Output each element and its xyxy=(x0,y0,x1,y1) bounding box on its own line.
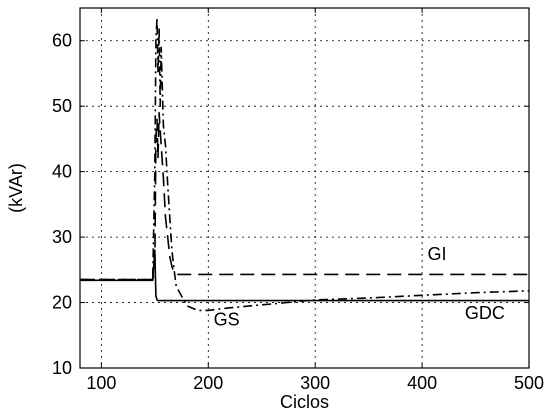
y-tick-label: 50 xyxy=(52,96,72,116)
series-label-gi: GI xyxy=(427,244,446,264)
y-axis-title: (kVAr) xyxy=(6,163,26,213)
y-tick-label: 40 xyxy=(52,162,72,182)
grid xyxy=(80,8,529,368)
x-tick-label: 300 xyxy=(300,373,330,393)
x-tick-label: 400 xyxy=(407,373,437,393)
y-tick-label: 10 xyxy=(52,358,72,378)
y-tick-label: 20 xyxy=(52,293,72,313)
plot-background xyxy=(80,8,529,368)
series-label-gs: GS xyxy=(214,309,240,329)
series-group xyxy=(80,16,530,312)
x-axis-title: Ciclos xyxy=(280,392,329,412)
series-labels: GI GS GDC xyxy=(214,244,505,329)
ticks: 100 200 300 400 500 10 20 30 40 50 60 xyxy=(52,8,544,393)
y-tick-label: 60 xyxy=(52,31,72,51)
series-line-gdc xyxy=(80,249,529,302)
series-label-gdc: GDC xyxy=(465,303,505,323)
x-tick-label: 100 xyxy=(86,373,116,393)
series-line-gi xyxy=(80,111,529,281)
x-tick-label: 500 xyxy=(514,373,544,393)
x-tick-label: 200 xyxy=(193,373,223,393)
y-tick-label: 30 xyxy=(52,227,72,247)
plot-frame xyxy=(79,7,530,369)
